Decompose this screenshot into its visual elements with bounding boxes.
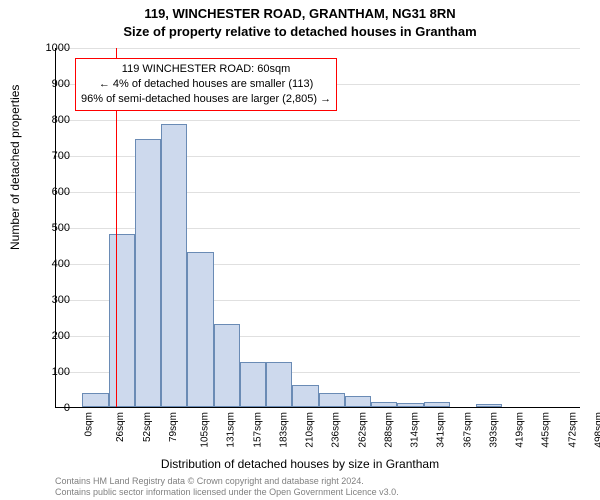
y-tick-label: 400 [30, 258, 70, 270]
chart-title-address: 119, WINCHESTER ROAD, GRANTHAM, NG31 8RN [0, 6, 600, 21]
x-tick-label: 79sqm [168, 412, 179, 442]
x-axis-label: Distribution of detached houses by size … [0, 457, 600, 471]
x-tick-label: 236sqm [331, 412, 342, 448]
chart-container: 119, WINCHESTER ROAD, GRANTHAM, NG31 8RN… [0, 0, 600, 500]
footer-line-1: Contains HM Land Registry data © Crown c… [55, 476, 399, 487]
footer-attribution: Contains HM Land Registry data © Crown c… [55, 476, 399, 498]
x-tick-label: 26sqm [115, 412, 126, 442]
y-tick-label: 1000 [30, 42, 70, 54]
histogram-bar [214, 324, 240, 407]
histogram-bar [266, 362, 292, 407]
y-tick-label: 200 [30, 330, 70, 342]
property-annotation: 119 WINCHESTER ROAD: 60sqm← 4% of detach… [75, 58, 337, 111]
histogram-bar [109, 234, 135, 407]
y-tick-label: 100 [30, 366, 70, 378]
histogram-bar [187, 252, 213, 407]
y-tick-label: 0 [30, 402, 70, 414]
histogram-bar [292, 385, 318, 407]
histogram-bar [424, 402, 450, 407]
x-tick-label: 472sqm [567, 412, 578, 448]
histogram-bar [135, 139, 161, 407]
y-tick-label: 600 [30, 186, 70, 198]
x-tick-label: 419sqm [515, 412, 526, 448]
footer-line-2: Contains public sector information licen… [55, 487, 399, 498]
x-tick-label: 341sqm [436, 412, 447, 448]
y-tick-label: 700 [30, 150, 70, 162]
x-tick-label: 445sqm [541, 412, 552, 448]
x-tick-label: 314sqm [410, 412, 421, 448]
histogram-bar [319, 393, 345, 407]
y-axis-label: Number of detached properties [8, 85, 22, 250]
x-tick-label: 210sqm [305, 412, 316, 448]
annotation-line1: 119 WINCHESTER ROAD: 60sqm [81, 62, 331, 77]
annotation-line2: ← 4% of detached houses are smaller (113… [81, 77, 331, 92]
y-tick-label: 500 [30, 222, 70, 234]
histogram-bar [476, 404, 502, 407]
x-tick-label: 498sqm [593, 412, 600, 448]
y-tick-label: 800 [30, 114, 70, 126]
histogram-bar [397, 403, 423, 407]
y-tick-label: 300 [30, 294, 70, 306]
x-tick-label: 131sqm [226, 412, 237, 448]
histogram-bar [345, 396, 371, 407]
gridline [56, 120, 580, 121]
histogram-bar [161, 124, 187, 407]
x-tick-label: 367sqm [462, 412, 473, 448]
x-tick-label: 105sqm [200, 412, 211, 448]
histogram-bar [371, 402, 397, 407]
y-tick-label: 900 [30, 78, 70, 90]
histogram-bar [240, 362, 266, 407]
x-tick-label: 157sqm [252, 412, 263, 448]
gridline [56, 48, 580, 49]
x-tick-label: 262sqm [357, 412, 368, 448]
x-tick-label: 0sqm [83, 412, 94, 436]
x-tick-label: 288sqm [383, 412, 394, 448]
annotation-line3: 96% of semi-detached houses are larger (… [81, 92, 331, 107]
chart-subtitle: Size of property relative to detached ho… [0, 24, 600, 39]
histogram-bar [82, 393, 108, 407]
x-tick-label: 52sqm [142, 412, 153, 442]
x-tick-label: 183sqm [278, 412, 289, 448]
x-tick-label: 393sqm [488, 412, 499, 448]
